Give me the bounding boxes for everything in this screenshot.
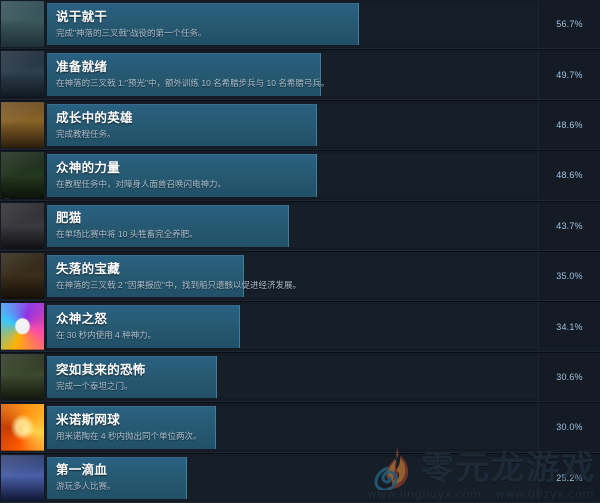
- achievement-row[interactable]: 成长中的英雄 完成教程任务。 48.6%: [0, 99, 600, 151]
- achievement-row[interactable]: 第一滴血 游玩多人比赛。 25.2%: [0, 452, 600, 503]
- achievement-percent: 30.0%: [538, 403, 600, 452]
- achievement-description: 在 30 秒内使用 4 种神力。: [56, 330, 157, 341]
- achievement-description: 游玩多人比赛。: [56, 481, 116, 492]
- achievement-progress-bar: [47, 154, 317, 197]
- achievement-text: 说干就干完成"神落的三叉戟"战役的第一个任务。: [47, 3, 538, 45]
- achievement-icon-minotaur[interactable]: [1, 404, 44, 451]
- achievement-progress-track: 众神的力量在教程任务中，对障身人面兽召唤闪电神力。: [47, 154, 538, 197]
- achievement-description: 完成一个泰坦之门。: [56, 380, 133, 391]
- achievement-percent: 48.6%: [538, 100, 600, 150]
- achievement-name: 失落的宝藏: [56, 261, 121, 276]
- achievement-description: 在神落的三叉戟 2 "因果报应"中，找到船只遗骸以促进经济发展。: [56, 279, 301, 290]
- achievement-row[interactable]: 失落的宝藏 在神落的三叉戟 2 "因果报应"中，找到船只遗骸以促进经济发展。 35.…: [0, 251, 600, 302]
- achievement-text: 肥猫在单场比赛中将 10 头牲畜完全养肥。: [47, 205, 538, 247]
- achievement-icon-wrath[interactable]: [1, 303, 44, 350]
- achievement-percent: 35.0%: [538, 252, 600, 301]
- achievement-text: 第一滴血游玩多人比赛。: [47, 457, 538, 499]
- achievement-icon-pig[interactable]: [1, 202, 44, 250]
- achievement-text: 米诺斯网球用米诺陶在 4 秒内抛出同个单位两次。: [47, 406, 538, 448]
- achievement-progress-bar: [47, 255, 244, 298]
- achievement-icon-lightning[interactable]: [1, 152, 44, 199]
- achievement-name: 肥猫: [56, 211, 82, 226]
- achievement-name: 说干就干: [56, 9, 108, 24]
- achievement-progress-track: 说干就干完成"神落的三叉戟"战役的第一个任务。: [47, 3, 538, 46]
- achievement-text: 突如其来的恐怖完成一个泰坦之门。: [47, 356, 538, 398]
- achievement-text: 准备就绪在神落的三叉戟 1:"预光"中，额外训练 10 名希腊步兵与 10 名希…: [47, 53, 538, 95]
- achievement-progress-track: 米诺斯网球用米诺陶在 4 秒内抛出同个单位两次。: [47, 406, 538, 449]
- achievement-icon-treasure[interactable]: [1, 253, 44, 300]
- achievement-name: 众神之怒: [56, 312, 108, 327]
- achievement-progress-bar: [47, 103, 317, 147]
- achievement-row[interactable]: 众神之怒在 30 秒内使用 4 种神力。 34.1%: [0, 301, 600, 352]
- achievement-icon-hoplite[interactable]: [1, 51, 44, 98]
- achievement-row[interactable]: 说干就干 完成"神落的三叉戟"战役的第一个任务。 56.7%: [0, 0, 600, 50]
- achievement-progress-bar: [47, 305, 240, 348]
- achievement-row[interactable]: 准备就绪在神落的三叉戟 1:"预光"中，额外训练 10 名希腊步兵与 10 名希…: [0, 49, 600, 100]
- achievement-progress-track: 肥猫在单场比赛中将 10 头牲畜完全养肥。: [47, 204, 538, 248]
- achievement-text: 众神的力量在教程任务中，对障身人面兽召唤闪电神力。: [47, 154, 538, 196]
- achievement-name: 米诺斯网球: [56, 412, 121, 427]
- achievement-description: 完成教程任务。: [56, 128, 116, 139]
- achievement-percent: 34.1%: [538, 302, 600, 351]
- achievement-progress-track: 失落的宝藏在神落的三叉戟 2 "因果报应"中，找到船只遗骸以促进经济发展。: [47, 255, 538, 298]
- achievement-name: 成长中的英雄: [56, 110, 133, 125]
- achievement-percent: 25.2%: [538, 453, 600, 503]
- achievement-icon-first-blood[interactable]: [1, 454, 44, 502]
- achievement-text: 众神之怒在 30 秒内使用 4 种神力。: [47, 305, 538, 347]
- achievement-row[interactable]: 米诺斯网球 用米诺陶在 4 秒内抛出同个单位两次。 30.0%: [0, 402, 600, 453]
- achievement-description: 完成"神落的三叉戟"战役的第一个任务。: [56, 27, 207, 38]
- achievement-icon-titan[interactable]: [1, 353, 44, 401]
- achievement-text: 失落的宝藏在神落的三叉戟 2 "因果报应"中，找到船只遗骸以促进经济发展。: [47, 255, 538, 297]
- achievement-percent: 30.6%: [538, 352, 600, 402]
- achievement-description: 在教程任务中，对障身人面兽召唤闪电神力。: [56, 178, 227, 189]
- achievement-name: 第一滴血: [56, 463, 108, 478]
- achievement-name: 众神的力量: [56, 160, 121, 175]
- achievement-progress-track: 众神之怒在 30 秒内使用 4 种神力。: [47, 305, 538, 348]
- achievement-progress-bar: [47, 53, 321, 96]
- achievement-progress-bar: [47, 355, 217, 399]
- achievement-percent: 56.7%: [538, 0, 600, 49]
- achievement-description: 在神落的三叉戟 1:"预光"中，额外训练 10 名希腊步兵与 10 名希腊弓兵。: [56, 78, 330, 89]
- achievement-percent: 48.6%: [538, 151, 600, 200]
- achievement-icon-hero[interactable]: [1, 101, 44, 149]
- achievement-description: 在单场比赛中将 10 头牲畜完全养肥。: [56, 229, 198, 240]
- achievement-progress-track: 成长中的英雄完成教程任务。: [47, 103, 538, 147]
- achievement-text: 成长中的英雄完成教程任务。: [47, 104, 538, 146]
- achievement-progress-track: 突如其来的恐怖完成一个泰坦之门。: [47, 355, 538, 399]
- achievement-progress-bar: [47, 456, 187, 500]
- achievement-progress-track: 第一滴血游玩多人比赛。: [47, 456, 538, 500]
- achievement-row[interactable]: 突如其来的恐怖 完成一个泰坦之门。 30.6%: [0, 351, 600, 403]
- achievement-row[interactable]: 肥猫 在单场比赛中将 10 头牲畜完全养肥。 43.7%: [0, 200, 600, 252]
- achievement-percent: 49.7%: [538, 50, 600, 99]
- achievement-progress-bar: [47, 204, 289, 248]
- achievement-description: 用米诺陶在 4 秒内抛出同个单位两次。: [56, 430, 202, 441]
- achievement-name: 突如其来的恐怖: [56, 362, 146, 377]
- achievement-progress-bar: [47, 3, 359, 46]
- achievement-progress-track: 准备就绪在神落的三叉戟 1:"预光"中，额外训练 10 名希腊步兵与 10 名希…: [47, 53, 538, 96]
- achievement-icon-old-man[interactable]: [1, 1, 44, 48]
- achievement-progress-bar: [47, 406, 216, 449]
- achievement-percent: 43.7%: [538, 201, 600, 251]
- achievement-row[interactable]: 众神的力量 在教程任务中，对障身人面兽召唤闪电神力。 48.6%: [0, 150, 600, 201]
- achievement-name: 准备就绪: [56, 60, 108, 75]
